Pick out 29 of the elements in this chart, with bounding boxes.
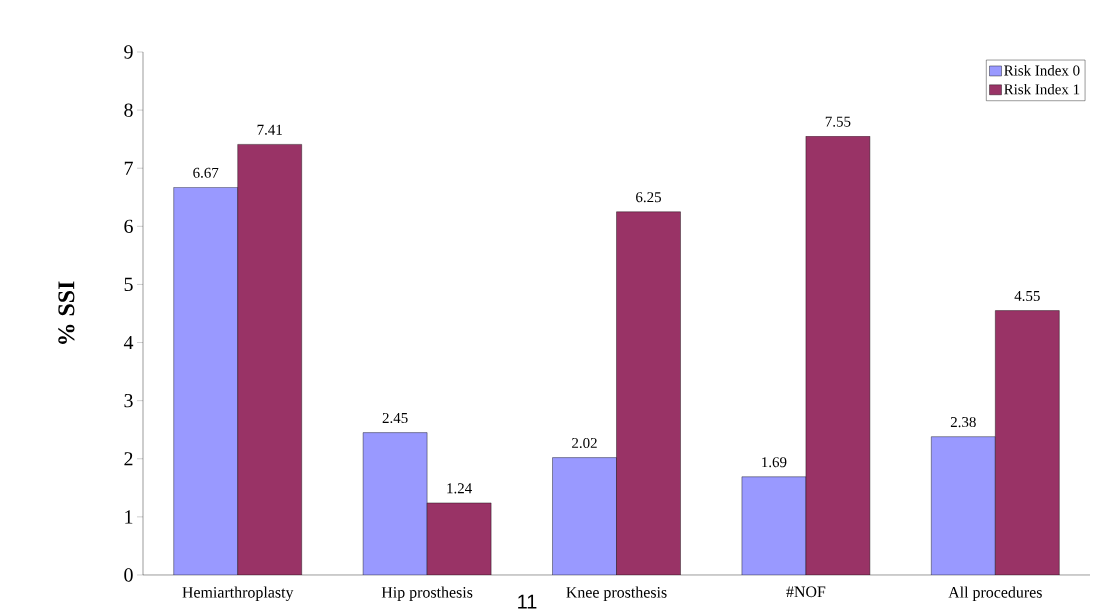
y-axis-title: % SSI	[58, 281, 75, 344]
y-tick-label: 3	[124, 393, 133, 408]
data-label: 6.25	[636, 192, 661, 203]
y-tick-label: 8	[124, 103, 133, 117]
x-tick-label: Hip prosthesis	[381, 586, 473, 601]
y-tick-label: 9	[124, 45, 133, 59]
y-tick-label: 5	[124, 277, 133, 292]
x-tick-label: Hemiarthroplasty	[182, 586, 294, 601]
data-label: 2.38	[950, 417, 976, 428]
x-tick-label: #NOF	[786, 586, 826, 598]
y-tick-label: 6	[124, 219, 133, 234]
data-label: 2.02	[572, 437, 597, 449]
text: 11	[518, 594, 537, 609]
data-label: 7.41	[257, 124, 282, 135]
data-label: 7.55	[825, 116, 851, 127]
y-tick-label: 2	[124, 452, 133, 466]
data-label: 6.67	[193, 167, 219, 178]
x-tick-label: Knee prosthesis	[566, 586, 667, 601]
data-label: 1.24	[447, 483, 472, 494]
y-tick-label: 7	[124, 161, 133, 175]
y-tick-label: 4	[123, 335, 134, 350]
y-tick-label: 1	[125, 510, 133, 524]
data-label: 4.55	[1014, 291, 1040, 302]
x-tick-label: All procedures	[948, 586, 1042, 601]
data-label: 2.45	[382, 412, 408, 424]
legend-label: Risk Index 1	[1004, 83, 1080, 95]
legend-label: Risk Index 0	[1004, 65, 1080, 76]
y-tick-label: 0	[124, 568, 133, 582]
data-label: 1.69	[762, 457, 787, 468]
